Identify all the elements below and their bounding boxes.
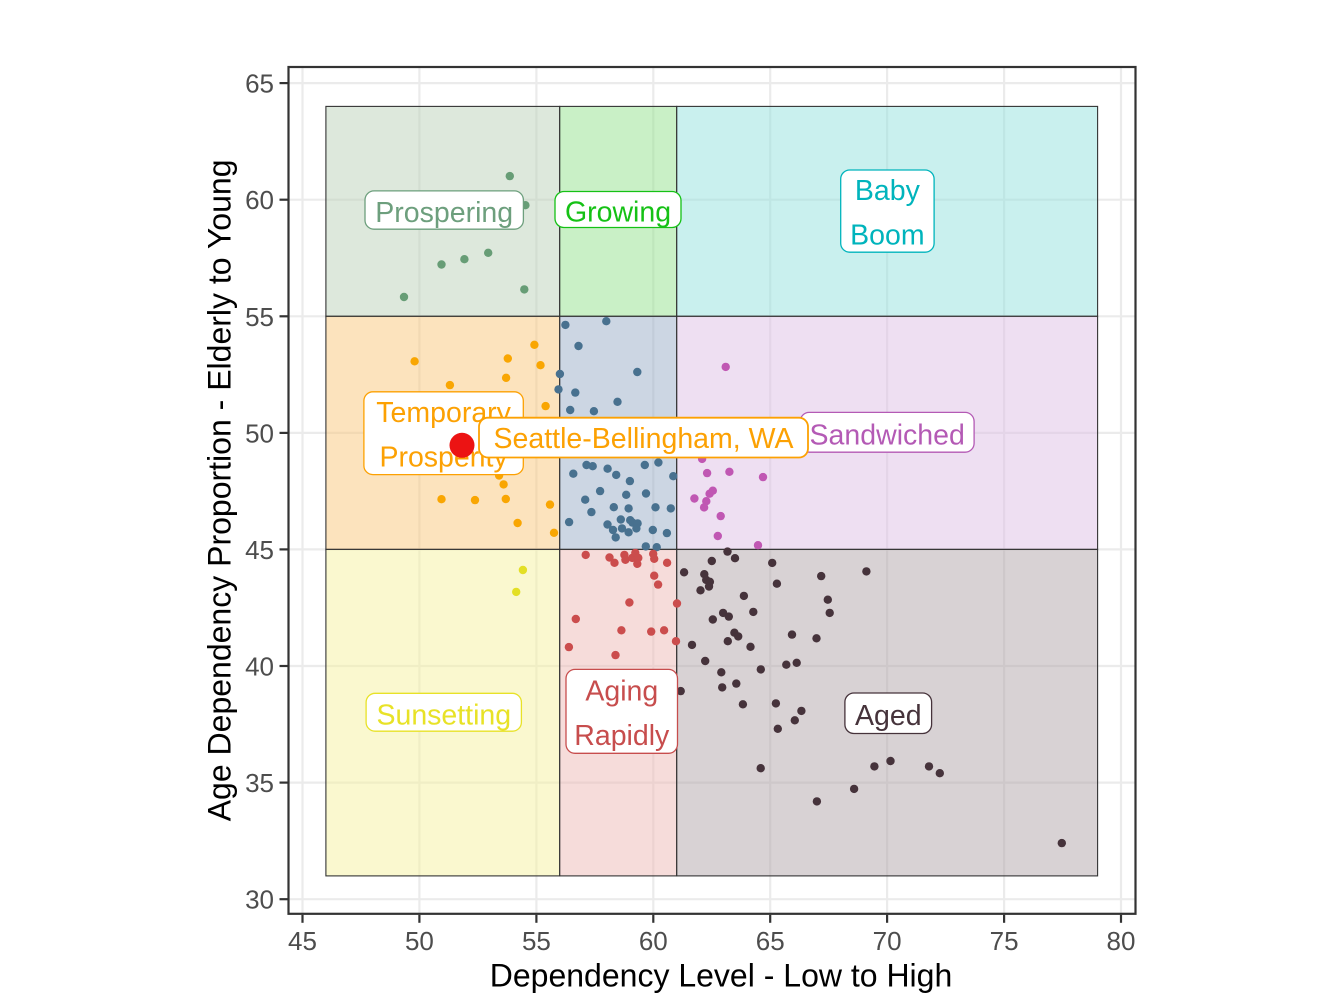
svg-text:65: 65 bbox=[245, 69, 274, 99]
svg-text:Sunsetting: Sunsetting bbox=[376, 699, 511, 731]
svg-text:Growing: Growing bbox=[565, 197, 671, 229]
svg-text:60: 60 bbox=[639, 926, 668, 956]
svg-text:Rapidly: Rapidly bbox=[574, 720, 670, 752]
svg-text:70: 70 bbox=[873, 926, 902, 956]
svg-text:50: 50 bbox=[405, 926, 434, 956]
svg-text:45: 45 bbox=[288, 926, 317, 956]
svg-text:Aged: Aged bbox=[855, 700, 922, 732]
svg-text:Seattle-Bellingham, WA: Seattle-Bellingham, WA bbox=[494, 423, 794, 455]
svg-text:65: 65 bbox=[756, 926, 785, 956]
svg-text:55: 55 bbox=[245, 302, 274, 332]
svg-text:35: 35 bbox=[245, 768, 274, 798]
svg-text:50: 50 bbox=[245, 418, 274, 448]
svg-text:45: 45 bbox=[245, 535, 274, 565]
svg-text:Sandwiched: Sandwiched bbox=[810, 419, 965, 451]
svg-text:75: 75 bbox=[990, 926, 1019, 956]
svg-text:40: 40 bbox=[245, 652, 274, 682]
svg-text:55: 55 bbox=[522, 926, 551, 956]
svg-text:60: 60 bbox=[245, 185, 274, 215]
svg-text:Boom: Boom bbox=[850, 220, 924, 252]
svg-text:Prospering: Prospering bbox=[375, 197, 513, 229]
svg-text:Baby: Baby bbox=[855, 175, 921, 207]
svg-text:80: 80 bbox=[1107, 926, 1136, 956]
svg-text:Dependency Level - Low to High: Dependency Level - Low to High bbox=[490, 958, 953, 994]
svg-text:Aging: Aging bbox=[585, 675, 658, 707]
svg-text:30: 30 bbox=[245, 885, 274, 915]
svg-text:Age Dependency Proportion - El: Age Dependency Proportion - Elderly to Y… bbox=[202, 160, 238, 822]
